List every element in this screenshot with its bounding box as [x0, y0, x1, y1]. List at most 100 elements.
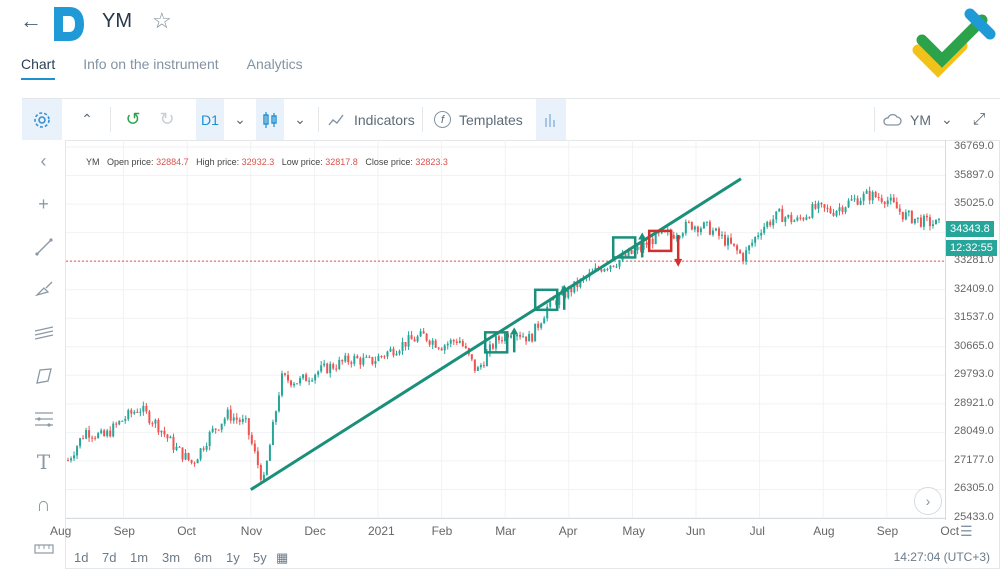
text-tool[interactable]: T — [22, 441, 65, 483]
candle-body — [106, 430, 109, 437]
period-1m[interactable]: 1m — [130, 550, 149, 565]
candle-body — [778, 208, 781, 212]
templates-button[interactable]: f Templates — [434, 99, 523, 140]
tab-analytics[interactable]: Analytics — [246, 56, 303, 72]
arrow-left-icon[interactable]: ← — [20, 8, 42, 33]
timeframe-button[interactable]: D1 — [196, 99, 224, 140]
candle-body — [832, 212, 835, 216]
buy-signal-box — [533, 288, 559, 312]
candle-body — [437, 347, 440, 349]
price-chart[interactable] — [66, 140, 946, 518]
candle-body — [166, 434, 169, 439]
candle-body — [277, 395, 280, 412]
candle-body — [754, 237, 757, 243]
channel-icon — [34, 326, 53, 340]
scroll-right-button[interactable]: › — [914, 487, 942, 515]
candle-body — [464, 346, 467, 349]
period-6m[interactable]: 6m — [194, 550, 213, 565]
candle-body — [311, 380, 314, 382]
candle-body — [395, 353, 398, 356]
symbol-selector[interactable]: YM ⌄ — [882, 99, 953, 140]
candle-body — [470, 354, 473, 360]
candle-body — [175, 446, 178, 450]
star-icon[interactable]: ☆ — [152, 8, 172, 33]
redo-button[interactable]: ↻ — [154, 99, 180, 140]
candle-body — [928, 217, 931, 226]
buy-signal-box — [611, 236, 637, 259]
candle-body — [368, 356, 371, 358]
settings-button[interactable] — [22, 99, 62, 140]
measure-tool[interactable] — [22, 527, 65, 569]
candle-body — [398, 350, 401, 354]
candle-body — [491, 344, 494, 349]
collapse-tools-button[interactable]: ‹ — [22, 140, 65, 182]
chart-type-dropdown[interactable]: ⌄ — [290, 99, 310, 140]
chevron-down-icon: ⌄ — [941, 111, 953, 127]
chart-type-button[interactable] — [256, 99, 284, 140]
candle-body — [380, 356, 383, 358]
shape-tool[interactable] — [22, 355, 65, 397]
candle-body — [314, 374, 317, 381]
magnet-tool[interactable]: ∩ — [22, 484, 65, 526]
candle-body — [178, 446, 181, 448]
candle-body — [811, 204, 814, 218]
candle-body — [808, 217, 811, 219]
x-tick-label: Apr — [558, 524, 578, 538]
indicators-button[interactable]: Indicators — [328, 99, 415, 140]
period-1y[interactable]: 1y — [226, 550, 240, 565]
candle-body — [871, 191, 874, 201]
candle-body — [645, 242, 648, 245]
candle-body — [386, 351, 389, 357]
candle-body — [696, 226, 699, 233]
brush-tool[interactable] — [22, 269, 65, 311]
candle-body — [293, 383, 296, 386]
candle-body — [931, 224, 934, 226]
candle-body — [335, 368, 338, 370]
candle-body — [549, 299, 552, 307]
candle-body — [880, 197, 883, 203]
candle-body — [440, 348, 443, 351]
period-5y[interactable]: 5y — [253, 550, 267, 565]
period-1d[interactable]: 1d — [74, 550, 89, 565]
candle-body — [714, 228, 717, 231]
fullscreen-button[interactable]: ⤢ — [968, 99, 990, 140]
undo-button[interactable]: ↺ — [120, 99, 146, 140]
crosshair-tool[interactable]: + — [22, 183, 65, 225]
candle-body — [124, 419, 127, 421]
candle-body — [717, 228, 720, 236]
line-tool[interactable] — [22, 226, 65, 268]
d-logo-icon — [54, 7, 84, 41]
candle-body — [268, 445, 271, 461]
candle-body — [612, 265, 615, 267]
axis-settings-icon[interactable]: ☰ — [960, 523, 973, 539]
collapse-button[interactable]: ⌃ — [74, 99, 100, 140]
period-7d[interactable]: 7d — [102, 550, 117, 565]
price-axis[interactable]: 36769.035897.035025.034153.033281.032409… — [945, 140, 1000, 523]
candle-body — [781, 208, 784, 222]
candle-body — [841, 207, 844, 212]
candle-body — [73, 455, 76, 459]
candle-body — [757, 235, 760, 238]
candle-body — [844, 207, 847, 212]
x-tick-label: May — [622, 524, 646, 538]
timeframe-dropdown[interactable]: ⌄ — [230, 99, 250, 140]
time-axis[interactable]: Aug Sep Oct Nov Dec 2021 Feb Mar Apr May Jun Jul Aug… — [50, 518, 959, 541]
fibonacci-tool[interactable] — [22, 398, 65, 440]
candle-body — [431, 340, 434, 345]
candle-body — [651, 238, 654, 245]
candle-body — [763, 226, 766, 233]
candle-body — [401, 341, 404, 351]
volume-button[interactable] — [536, 99, 566, 140]
tab-info[interactable]: Info on the instrument — [83, 56, 219, 72]
arrow-up-head — [638, 232, 647, 240]
x-tick-label: Nov — [240, 524, 263, 538]
period-3m[interactable]: 3m — [162, 550, 181, 565]
candle-body — [232, 417, 235, 421]
calendar-icon[interactable]: ▦ — [276, 550, 289, 565]
candle-body — [724, 234, 727, 246]
channel-tool[interactable] — [22, 312, 65, 354]
candle-body — [579, 279, 582, 288]
candle-body — [461, 340, 464, 347]
candle-body — [609, 265, 612, 269]
tab-chart[interactable]: Chart — [21, 56, 56, 80]
